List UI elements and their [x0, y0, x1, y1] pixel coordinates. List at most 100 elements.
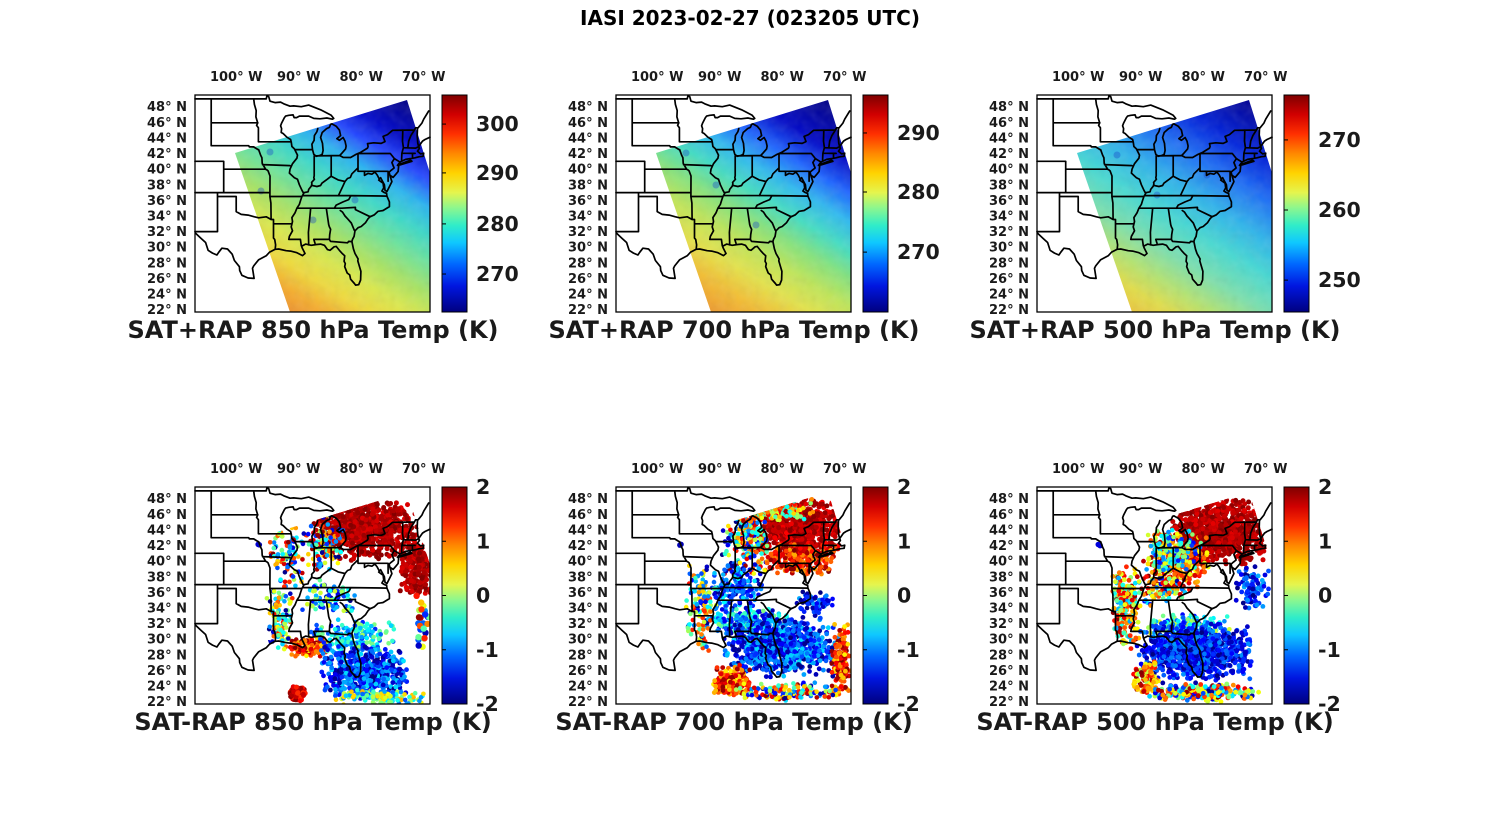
lon-tick-label: 90° W [698, 70, 741, 85]
panel-sat-minus-rap-850: 100° W 90° W 80° W 70° W 48° N 46° N 44° N 42° … [130, 452, 515, 762]
lon-tick-label: 80° W [1181, 462, 1224, 477]
lat-tick-label: 48° N [568, 492, 608, 507]
cloud-spot [266, 148, 274, 156]
lat-tick-label: 42° N [989, 539, 1029, 554]
map-frame [615, 486, 852, 705]
lon-tick-label: 70° W [1244, 462, 1287, 477]
lat-tick-label: 38° N [568, 178, 608, 193]
colorbar-tick-label: 270 [476, 262, 519, 286]
panel-title-sat-plus-rap-700: SAT+RAP 700 hPa Temp (K) [548, 316, 920, 344]
map-plot-sat-plus-rap-500: 100° W 90° W 80° W 70° W 48° N46° N44° N42° … [989, 70, 1361, 318]
lat-tick-label: 30° N [147, 633, 187, 648]
lat-tick-label: 32° N [568, 617, 608, 632]
cloud-spot [682, 149, 690, 157]
lat-tick-label: 36° N [147, 586, 187, 601]
colorbar [862, 94, 889, 313]
lat-tick-label: 44° N [147, 523, 187, 538]
lat-tick-label: 48° N [989, 100, 1029, 115]
colorbar-tick-label: 270 [1318, 128, 1361, 152]
state-borders [615, 487, 852, 678]
lat-tick-label: 34° N [568, 210, 608, 225]
cloud-spot [752, 221, 760, 229]
colorbar-labels: 2 1 0 -1 -2 [897, 475, 920, 716]
lat-tick-label: 28° N [568, 256, 608, 271]
map-area: 100° W 90° W 80° W 70° W 48° N46° N44° N42° … [989, 70, 1287, 318]
colorbar-tick-label: 0 [897, 584, 911, 608]
lat-tick-label: 46° N [989, 116, 1029, 131]
lat-tick-label: 44° N [147, 131, 187, 146]
lat-tick-label: 32° N [147, 617, 187, 632]
state-borders [1036, 95, 1273, 286]
colorbar-tick-label: -2 [1318, 692, 1341, 716]
lat-tick-label: 26° N [147, 664, 187, 679]
lat-tick-label: 38° N [989, 570, 1029, 585]
lon-tick-label: 70° W [402, 70, 445, 85]
lat-tick-label: 28° N [989, 648, 1029, 663]
colorbar-tick-label: 300 [476, 112, 519, 136]
lon-tick-label: 100° W [1052, 462, 1105, 477]
lat-tick-label: 26° N [147, 272, 187, 287]
colorbar-tick-label: 280 [897, 180, 940, 204]
colorbar-tick-label: -2 [897, 692, 920, 716]
lat-tick-label: 26° N [989, 664, 1029, 679]
colorbar-tick-label: 260 [1318, 198, 1361, 222]
colorbar-tick-label: 1 [1318, 529, 1332, 553]
axis-labels: 100° W 90° W 80° W 70° W 48° N46° N44° N42° … [568, 462, 866, 710]
lon-tick-label: 90° W [698, 462, 741, 477]
lat-tick-label: 44° N [568, 131, 608, 146]
lon-tick-label: 70° W [823, 462, 866, 477]
lat-tick-label: 36° N [989, 194, 1029, 209]
axis-labels: 100° W 90° W 80° W 70° W 48° N46° N44° N42° … [147, 462, 445, 710]
lat-tick-label: 34° N [147, 602, 187, 617]
lat-tick-label: 22° N [147, 695, 187, 710]
lat-tick-label: 48° N [989, 492, 1029, 507]
lat-tick-label: 42° N [989, 147, 1029, 162]
figure-suptitle: IASI 2023-02-27 (023205 UTC) [580, 6, 920, 30]
lat-tick-label: 32° N [568, 225, 608, 240]
lat-tick-label: 22° N [989, 303, 1029, 318]
lon-tick-label: 100° W [631, 462, 684, 477]
lat-tick-label: 34° N [568, 602, 608, 617]
map-frame [1036, 486, 1273, 705]
panel-sat-plus-rap-500: 100° W 90° W 80° W 70° W 48° N 46° N 44° N 42° … [969, 60, 1361, 370]
lat-tick-label: 38° N [147, 570, 187, 585]
lat-tick-label: 36° N [568, 194, 608, 209]
colorbar-tick-label: -1 [476, 638, 499, 662]
colorbar-tick-label: -2 [476, 692, 499, 716]
lat-tick-label: 40° N [989, 555, 1029, 570]
lat-tick-label: 48° N [147, 100, 187, 115]
lat-tick-label: 46° N [989, 508, 1029, 523]
lat-tick-label: 38° N [989, 178, 1029, 193]
lon-tick-label: 100° W [1052, 70, 1105, 85]
colorbar [441, 94, 468, 313]
lon-tick-label: 70° W [1244, 70, 1287, 85]
colorbar-tick-label: -1 [897, 638, 920, 662]
colorbar [862, 486, 889, 705]
lat-tick-label: 30° N [568, 241, 608, 256]
lon-tick-label: 70° W [402, 462, 445, 477]
colorbar-tick-label: 280 [476, 212, 519, 236]
colorbar-tick-label: 1 [476, 529, 490, 553]
panel-sat-plus-rap-850: 100° W 90° W 80° W 70° W 48° N 46° N 44° N 42° … [127, 60, 518, 370]
swath-noise-texture [1077, 100, 1272, 312]
lon-tick-label: 100° W [631, 70, 684, 85]
axis-labels: 100° W 90° W 80° W 70° W 48° N46° N44° N42° … [147, 70, 445, 318]
lat-tick-label: 36° N [568, 586, 608, 601]
colorbar-tick-label: 250 [1318, 268, 1361, 292]
lon-tick-label: 80° W [1181, 70, 1224, 85]
lon-tick-label: 90° W [1119, 462, 1162, 477]
lat-tick-label: 48° N [568, 100, 608, 115]
axis-labels: 100° W 90° W 80° W 70° W 48° N46° N44° N42° … [989, 70, 1287, 318]
map-plot-sat-plus-rap-700: 100° W 90° W 80° W 70° W 48° N46° N44° N42° … [568, 70, 940, 318]
cloud-spot [1113, 151, 1121, 159]
panel-title-sat-minus-rap-700: SAT-RAP 700 hPa Temp (K) [555, 708, 913, 736]
map-plot-sat-minus-rap-500: 100° W 90° W 80° W 70° W 48° N46° N44° N42° … [989, 462, 1341, 716]
lat-tick-label: 48° N [147, 492, 187, 507]
panel-sat-minus-rap-700: 100° W 90° W 80° W 70° W 48° N 46° N 44° N 42° … [551, 452, 936, 762]
lat-tick-label: 46° N [147, 116, 187, 131]
map-area: 100° W 90° W 80° W 70° W 48° N46° N44° N42° … [568, 70, 866, 318]
lat-tick-label: 46° N [147, 508, 187, 523]
lon-tick-label: 100° W [210, 462, 263, 477]
lat-tick-label: 44° N [568, 523, 608, 538]
